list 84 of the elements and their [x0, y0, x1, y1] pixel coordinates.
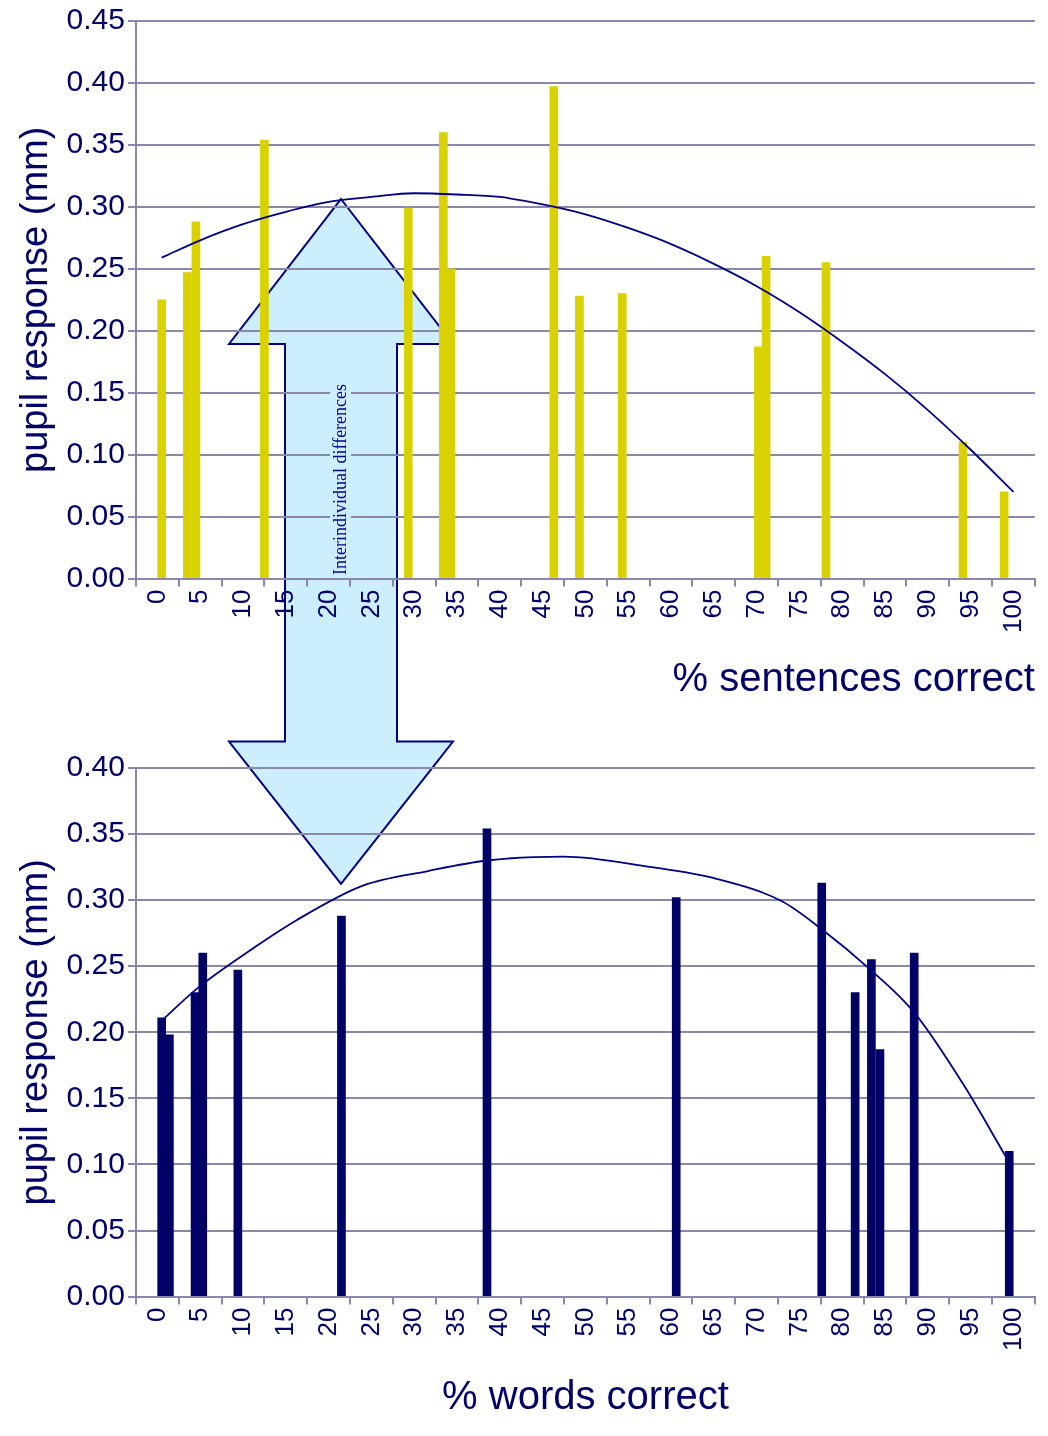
x-tick-label: 15: [268, 589, 299, 619]
bar: [617, 293, 627, 578]
bar: [233, 969, 243, 1296]
x-axis-title: % words correct: [442, 1373, 729, 1418]
x-tick-label: 15: [268, 1307, 299, 1337]
annotation: Interindividual differences: [330, 383, 352, 575]
bar: [958, 441, 968, 578]
y-tick-label: 0.05: [66, 1211, 125, 1245]
x-tick-label: 0: [140, 589, 171, 605]
x-tick-label: 25: [354, 1307, 385, 1337]
x-tick-label: 75: [782, 1307, 813, 1337]
x-tick-label: 85: [868, 589, 899, 619]
x-tick-label: 80: [825, 589, 856, 619]
y-tick-label: 0.45: [66, 2, 125, 36]
x-tick-label: 70: [739, 589, 770, 619]
bar: [671, 897, 681, 1296]
y-tick-label: 0.35: [66, 815, 125, 849]
x-tick-label: 80: [825, 1307, 856, 1337]
x-tick-label: 35: [440, 1307, 471, 1337]
x-tick-label: 5: [183, 1307, 214, 1323]
bar: [821, 262, 831, 578]
x-tick-label: 95: [953, 589, 984, 619]
x-tick-label: 30: [397, 1307, 428, 1337]
x-tick-label: 20: [311, 589, 342, 619]
bar: [1004, 1150, 1014, 1296]
x-tick-label: 0: [140, 1307, 171, 1323]
x-tick-label: 35: [440, 589, 471, 619]
y-tick-label: 0.05: [66, 497, 125, 531]
x-tick-label: 40: [483, 1307, 514, 1337]
bar: [482, 828, 492, 1296]
line-series: [158, 855, 1007, 1158]
x-tick-label: 65: [697, 1307, 728, 1337]
bar: [549, 86, 559, 578]
y-tick-label: 0.25: [66, 250, 125, 284]
x-tick-label: 45: [525, 589, 556, 619]
x-tick-label: 5: [183, 589, 214, 605]
x-tick-label: 10: [226, 589, 257, 619]
y-tick-label: 0.15: [66, 1079, 125, 1113]
x-tick-label: 50: [568, 1307, 599, 1337]
x-tick-label: 70: [739, 1307, 770, 1337]
x-tick-label: 90: [911, 589, 942, 619]
x-tick-label: 65: [697, 589, 728, 619]
bar: [403, 207, 413, 578]
bar: [575, 295, 584, 578]
y-tick-label: 0.00: [66, 1277, 125, 1311]
y-tick-label: 0.40: [66, 749, 125, 783]
y-tick-label: 0.15: [66, 374, 125, 408]
y-tick-label: 0.10: [66, 435, 125, 469]
x-tick-label: 95: [953, 1307, 984, 1337]
x-tick-label: 45: [525, 1307, 556, 1337]
x-tick-label: 100: [996, 589, 1027, 634]
x-tick-label: 85: [868, 1307, 899, 1337]
x-tick-label: 10: [226, 1307, 257, 1337]
y-axis-title: pupil response (mm): [13, 859, 56, 1206]
bar: [999, 491, 1009, 578]
bar: [909, 952, 919, 1296]
y-tick-label: 0.40: [66, 64, 125, 98]
y-tick-label: 0.10: [66, 1145, 125, 1179]
bar: [337, 915, 346, 1296]
x-axis-title: % sentences correct: [672, 655, 1035, 700]
x-tick-label: 60: [654, 589, 685, 619]
x-tick-label: 75: [782, 589, 813, 619]
x-tick-label: 90: [911, 1307, 942, 1337]
x-tick-label: 55: [611, 1307, 642, 1337]
bar: [850, 992, 860, 1296]
x-tick-label: 100: [996, 1307, 1027, 1352]
x-tick-label: 55: [611, 589, 642, 619]
y-tick-label: 0.30: [66, 188, 125, 222]
y-tick-label: 0.20: [66, 1013, 125, 1047]
y-tick-label: 0.20: [66, 312, 125, 346]
x-tick-label: 20: [311, 1307, 342, 1337]
x-tick-label: 30: [397, 589, 428, 619]
bar: [260, 139, 269, 578]
bar: [157, 299, 166, 578]
x-tick-label: 60: [654, 1307, 685, 1337]
x-tick-label: 25: [354, 589, 385, 619]
y-axis-title: pupil response (mm): [13, 126, 56, 473]
x-tick-label: 50: [568, 589, 599, 619]
bar: [817, 882, 827, 1296]
y-tick-label: 0.00: [66, 559, 125, 593]
x-tick-label: 40: [483, 589, 514, 619]
y-tick-label: 0.25: [66, 947, 125, 981]
y-tick-label: 0.35: [66, 126, 125, 160]
y-tick-label: 0.30: [66, 881, 125, 915]
